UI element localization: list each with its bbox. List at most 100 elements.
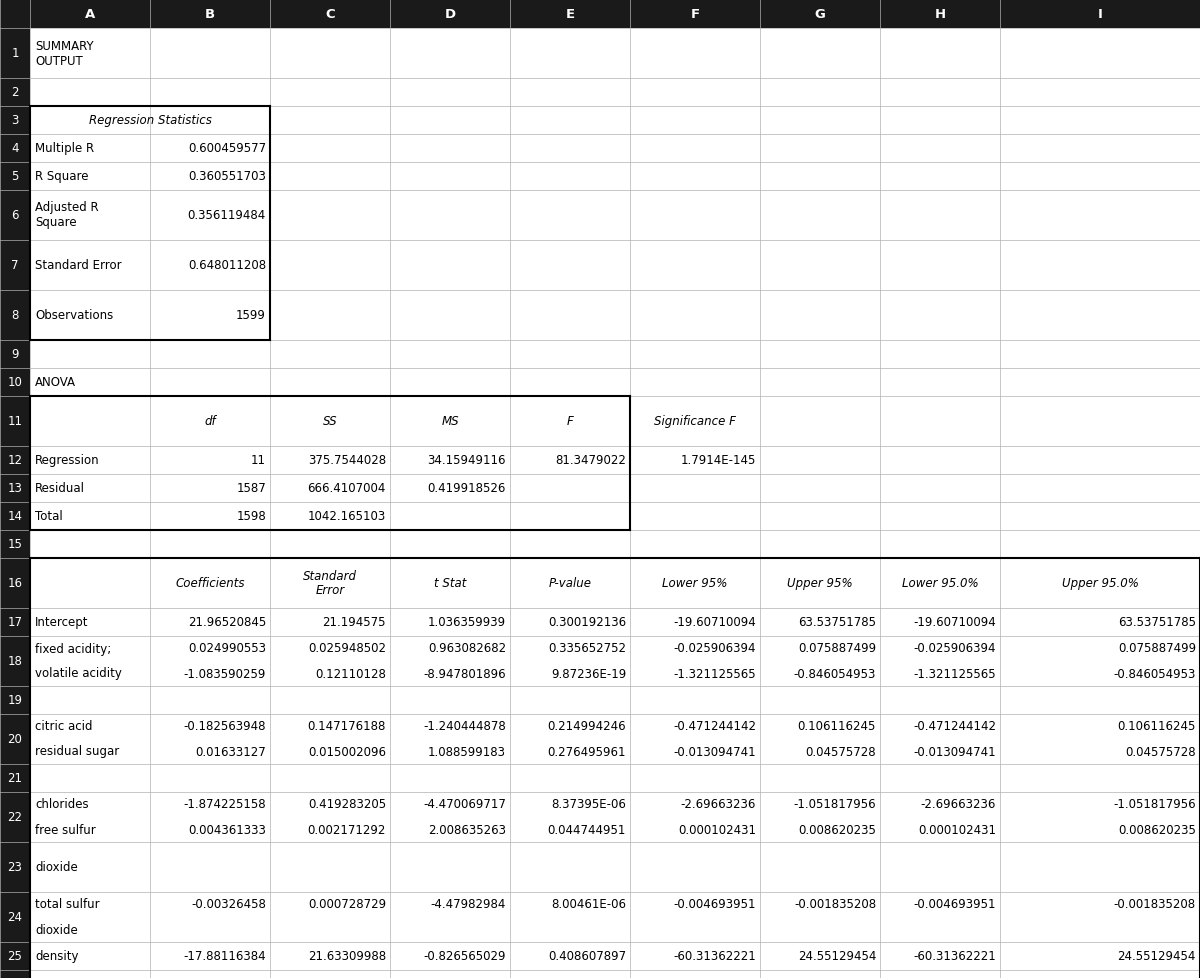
Bar (30, 764, 1200, 791)
Text: 24: 24 (7, 911, 23, 923)
Bar (0, 368, 30, 396)
Text: Regression Statistics: Regression Statistics (89, 113, 211, 127)
Bar (0, 892, 30, 942)
Text: total sulfur: total sulfur (35, 898, 100, 911)
Text: 0.075887499: 0.075887499 (798, 642, 876, 655)
Text: 0.008620235: 0.008620235 (798, 822, 876, 835)
Bar (0, 340, 30, 368)
Text: free sulfur: free sulfur (35, 822, 96, 835)
Text: volatile acidity: volatile acidity (35, 667, 122, 680)
Text: 16: 16 (7, 576, 23, 590)
Text: 0.408607897: 0.408607897 (548, 949, 626, 962)
Text: 34.15949116: 34.15949116 (427, 454, 506, 467)
Text: Upper 95.0%: Upper 95.0% (1062, 576, 1139, 590)
Text: 7: 7 (11, 259, 19, 272)
Text: 9: 9 (11, 347, 19, 361)
Text: -1.051817956: -1.051817956 (1114, 798, 1196, 811)
Text: A: A (85, 8, 95, 21)
Text: -0.025906394: -0.025906394 (913, 642, 996, 655)
Text: -2.69663236: -2.69663236 (920, 798, 996, 811)
Text: SUMMARY
OUTPUT: SUMMARY OUTPUT (35, 39, 94, 67)
Text: 19: 19 (7, 693, 23, 706)
Text: -8.947801896: -8.947801896 (424, 667, 506, 680)
Text: -2.69663236: -2.69663236 (680, 798, 756, 811)
Bar (30, 608, 1200, 636)
Text: -2.158970991: -2.158970991 (424, 977, 506, 978)
Bar (0, 134, 30, 162)
Text: 0.335652752: 0.335652752 (548, 642, 626, 655)
Text: 0.147176188: 0.147176188 (307, 720, 386, 733)
Text: 25: 25 (7, 949, 23, 962)
Text: -0.826565029: -0.826565029 (424, 949, 506, 962)
Bar (0, 557, 30, 608)
Bar (30, 191, 1200, 241)
Text: 0.04575728: 0.04575728 (1126, 744, 1196, 758)
Text: 11: 11 (7, 415, 23, 427)
Text: -0.846054953: -0.846054953 (793, 667, 876, 680)
Text: F: F (566, 415, 574, 427)
Text: 0.044744951: 0.044744951 (547, 822, 626, 835)
Text: 1598: 1598 (236, 510, 266, 522)
Text: 2: 2 (11, 86, 19, 99)
Bar (30, 446, 1200, 474)
Text: 11: 11 (251, 454, 266, 467)
Text: D: D (444, 8, 456, 21)
Bar (0, 842, 30, 892)
Text: 0.214994246: 0.214994246 (547, 720, 626, 733)
Text: 63.53751785: 63.53751785 (1118, 615, 1196, 628)
Text: -19.60710094: -19.60710094 (673, 615, 756, 628)
Text: R Square: R Square (35, 170, 89, 183)
Bar (0, 502, 30, 530)
Text: 4: 4 (11, 142, 19, 155)
Text: 14: 14 (7, 510, 23, 522)
Text: 0.419283205: 0.419283205 (308, 798, 386, 811)
Text: Standard Error: Standard Error (35, 259, 121, 272)
Text: 10: 10 (7, 376, 23, 388)
Text: Intercept: Intercept (35, 615, 89, 628)
Bar (0, 0, 1200, 28)
Bar (30, 290, 1200, 340)
Text: -60.31362221: -60.31362221 (913, 949, 996, 962)
Text: -17.88116384: -17.88116384 (184, 949, 266, 962)
Text: -0.025906394: -0.025906394 (673, 642, 756, 655)
Text: t Stat: t Stat (434, 576, 466, 590)
Text: 20: 20 (7, 733, 23, 745)
Bar (30, 686, 1200, 714)
Text: 22: 22 (7, 810, 23, 823)
Text: Multiple R: Multiple R (35, 142, 94, 155)
Text: H: H (935, 8, 946, 21)
Text: 0.031001886: 0.031001886 (548, 977, 626, 978)
Text: 17: 17 (7, 615, 23, 628)
Text: 21: 21 (7, 772, 23, 784)
Bar (30, 396, 1200, 446)
Bar (30, 942, 1200, 969)
Text: 5: 5 (11, 170, 19, 183)
Text: 1.036359939: 1.036359939 (428, 615, 506, 628)
Bar (0, 446, 30, 474)
Text: Standard
Error: Standard Error (302, 569, 358, 597)
Text: 21.96520845: 21.96520845 (187, 615, 266, 628)
Bar (30, 368, 1200, 396)
Text: G: G (815, 8, 826, 21)
Text: pH: pH (35, 977, 52, 978)
Bar (30, 340, 1200, 368)
Text: B: B (205, 8, 215, 21)
Text: density: density (35, 949, 78, 962)
Text: 0.356119484: 0.356119484 (187, 208, 266, 222)
Text: -1.083590259: -1.083590259 (184, 667, 266, 680)
Text: fixed acidity;: fixed acidity; (35, 642, 112, 655)
Text: 0.300192136: 0.300192136 (548, 615, 626, 628)
Bar (0, 241, 30, 290)
Text: I: I (1098, 8, 1103, 21)
Text: -1.321125565: -1.321125565 (673, 667, 756, 680)
Text: Significance F: Significance F (654, 415, 736, 427)
Bar (0, 28, 30, 78)
Text: 0.04575728: 0.04575728 (805, 744, 876, 758)
Text: -4.470069717: -4.470069717 (424, 798, 506, 811)
Bar (0, 396, 30, 446)
Text: Adjusted R
Square: Adjusted R Square (35, 201, 98, 229)
Text: -0.004693951: -0.004693951 (673, 898, 756, 911)
Text: 1587: 1587 (236, 481, 266, 495)
Text: -0.413653144: -0.413653144 (184, 977, 266, 978)
Text: Residual: Residual (35, 481, 85, 495)
